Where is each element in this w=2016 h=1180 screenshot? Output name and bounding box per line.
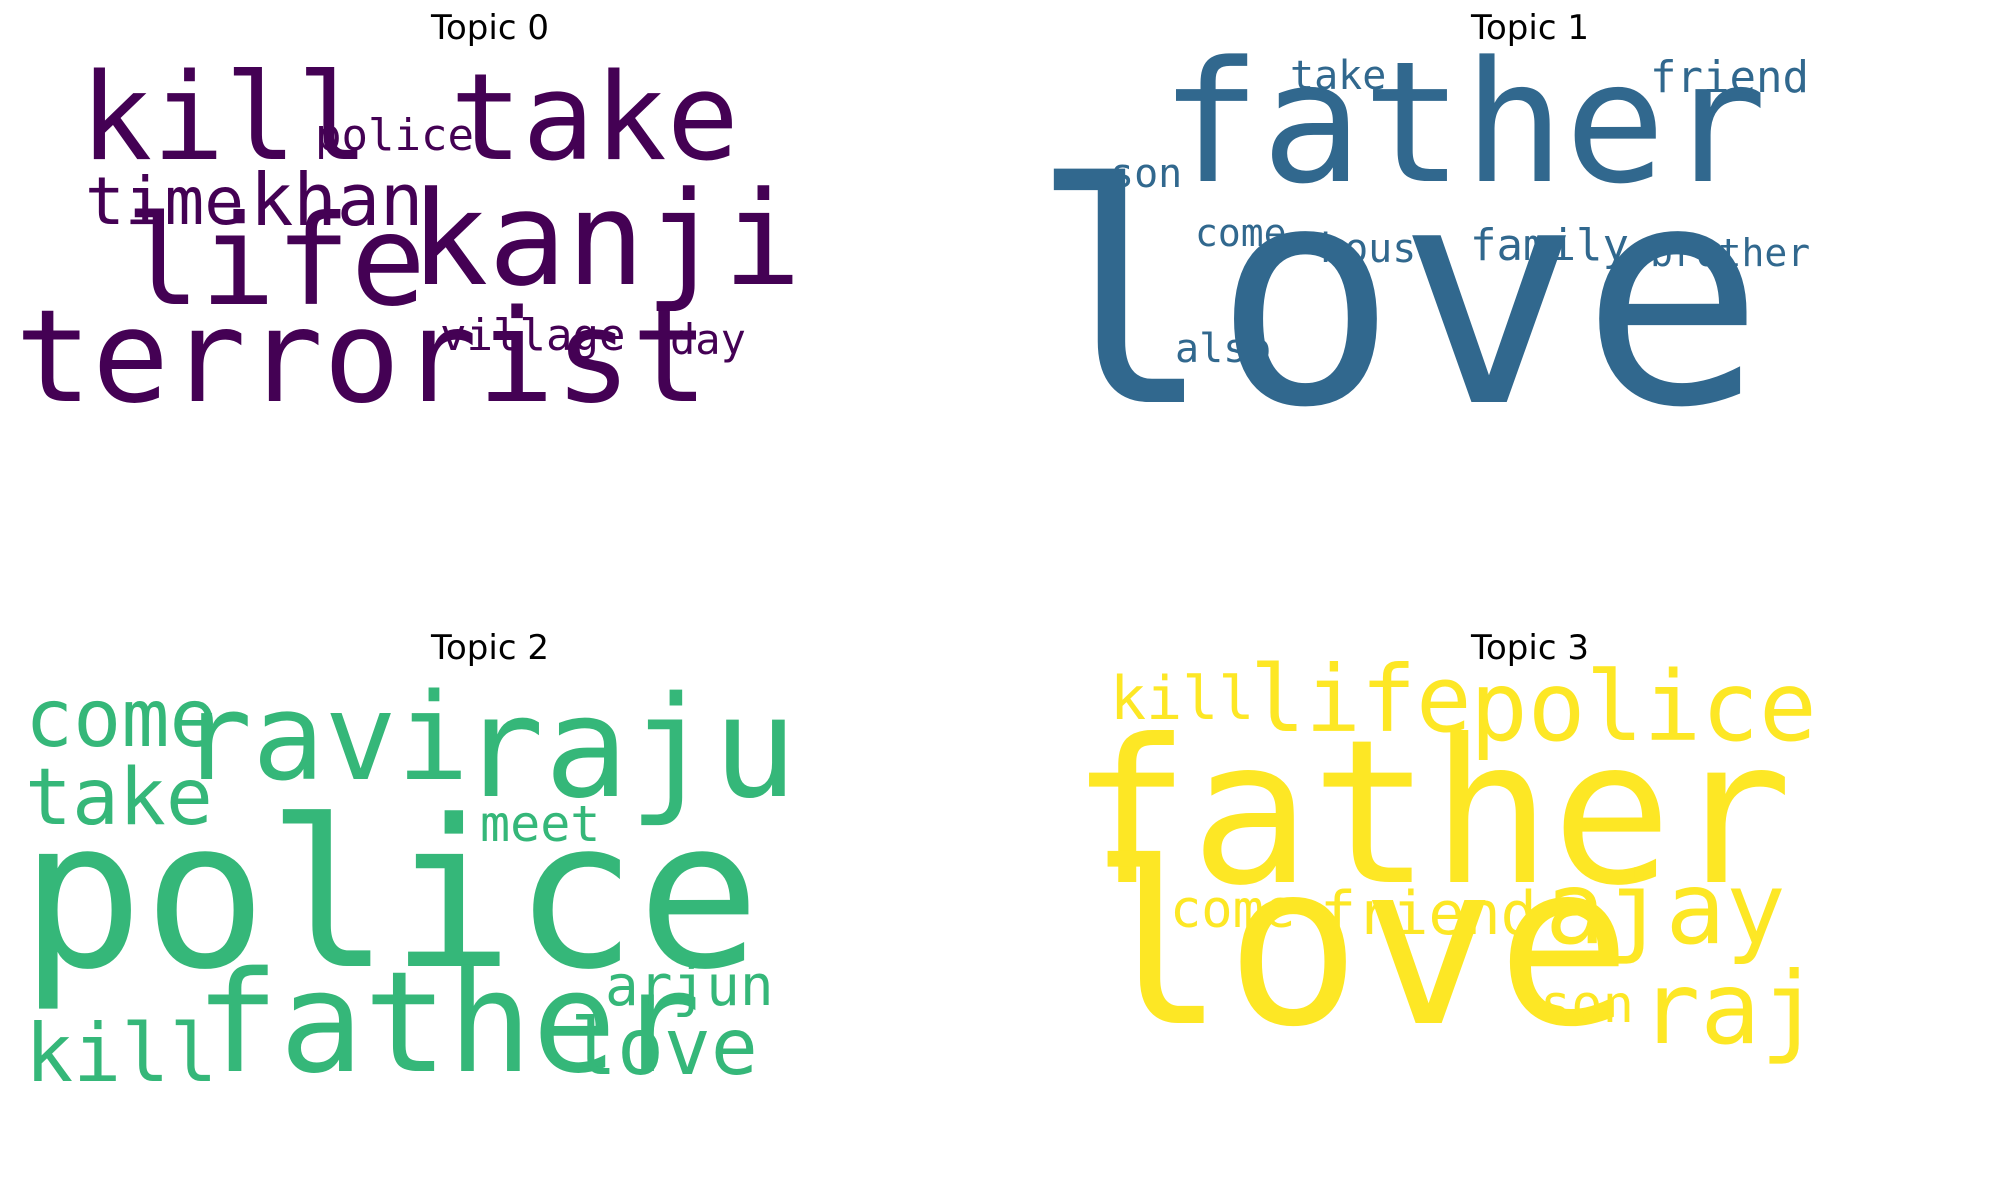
wordcloud-panel-topic-1: Topic 1 father take friend son come hous… (1030, 0, 2010, 560)
word-take: take (1290, 53, 1387, 99)
word-love: love (1030, 119, 1765, 474)
word-son: son (1540, 975, 1634, 1035)
wordcloud: kill life police father come friend ajay… (1050, 654, 2010, 1164)
word-day: day (670, 315, 746, 364)
word-kanji: kanji (410, 163, 802, 315)
word-kill: kill (25, 1007, 218, 1100)
panel-title: Topic 3 (1471, 628, 1589, 668)
word-life: life (1250, 646, 1472, 753)
word-khan: khan (250, 158, 424, 242)
word-come: come (1195, 211, 1287, 255)
panel-title: Topic 2 (431, 628, 549, 668)
word-father: father (195, 942, 701, 1105)
word-come: come (1170, 880, 1296, 940)
word-son: son (1110, 151, 1183, 197)
word-family: family (1470, 220, 1629, 271)
word-time: time (85, 163, 244, 240)
wordcloud-panel-topic-2: Topic 2 come ravi raju take meet police … (10, 620, 970, 1180)
word-father: father (1070, 697, 1793, 930)
word-brother: brother (1650, 231, 1811, 275)
word-take: take (450, 49, 739, 188)
word-friend: friend (1650, 52, 1809, 103)
wordcloud: come ravi raju take meet police father a… (10, 679, 970, 1164)
word-ajay: ajay (1545, 850, 1786, 967)
word-police: police (1470, 651, 1817, 763)
word-police: police (315, 110, 474, 161)
word-take: take (25, 753, 213, 843)
wordcloud: father take friend son come house family… (1030, 39, 2010, 544)
word-police: police (20, 777, 761, 1015)
word-house: house (1320, 226, 1441, 272)
word-come: come (25, 672, 218, 765)
word-kill: kill (1110, 664, 1255, 734)
word-friend: friend (1320, 879, 1537, 949)
word-arjun: arjun (605, 954, 774, 1019)
word-kill: kill (80, 49, 369, 188)
word-village: village (440, 310, 626, 361)
word-love: love (1090, 815, 1632, 1077)
word-love: love (570, 1003, 758, 1093)
word-ravi: ravi (180, 669, 469, 808)
word-also: also (1175, 326, 1272, 372)
wordcloud-panel-topic-3: Topic 3 kill life police father come fri… (1050, 620, 2010, 1180)
word-father: father (1160, 25, 1767, 221)
panel-title: Topic 1 (1471, 8, 1589, 48)
wordcloud-panel-topic-0: Topic 0 kill take police time khan kanji… (10, 0, 970, 560)
word-meet: meet (480, 795, 601, 853)
word-terrorist: terrorist (15, 283, 709, 432)
panel-title: Topic 0 (431, 8, 549, 48)
word-life: life (125, 189, 427, 334)
word-raj: raj (1640, 950, 1821, 1067)
wordcloud: kill take police time khan kanji life vi… (10, 59, 970, 544)
word-raju: raju (460, 667, 798, 830)
